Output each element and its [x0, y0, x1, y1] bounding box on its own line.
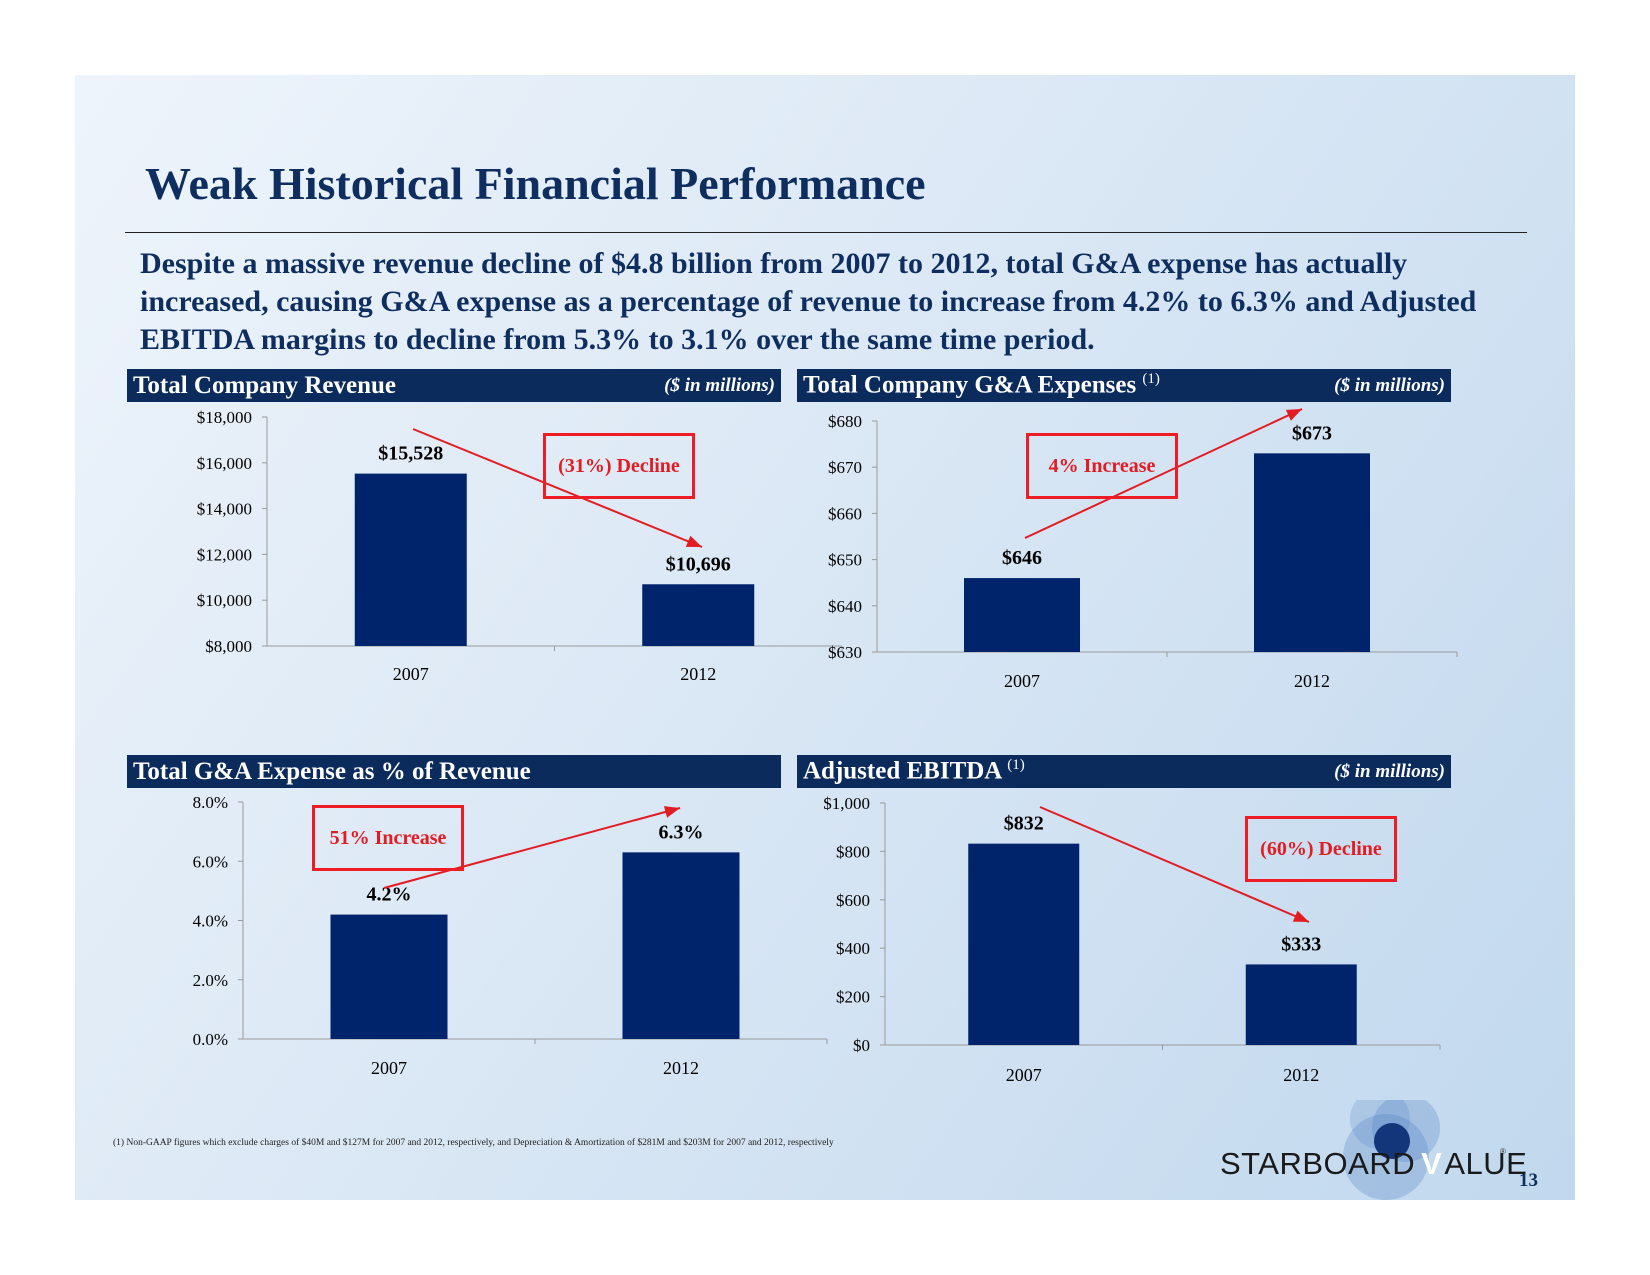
starboard-value-logo: STARBOARD VALUE ®: [1220, 1100, 1527, 1200]
bar-2007: [968, 843, 1080, 1045]
panel-header-revenue: Total Company Revenue ($ in millions): [127, 369, 781, 402]
trend-arrowhead-icon: [685, 535, 702, 547]
data-label: $646: [1002, 547, 1042, 569]
panel-title: Total Company Revenue: [133, 371, 396, 399]
trend-arrow: [412, 428, 703, 548]
slide-subtitle: Despite a massive revenue decline of $4.…: [140, 247, 1477, 356]
trend-arrowhead-icon: [1292, 910, 1309, 922]
panel-header-ebitda: Adjusted EBITDA (1) ($ in millions): [797, 755, 1451, 788]
x-tick-label: 2012: [1283, 1065, 1319, 1085]
x-tick-label: 2007: [393, 664, 429, 684]
x-tick-label: 2007: [1006, 1065, 1042, 1085]
data-label: $15,528: [378, 443, 443, 465]
y-tick-label: $1,000: [823, 794, 870, 813]
y-tick-label: 0.0%: [193, 1030, 228, 1049]
y-tick-label: 4.0%: [193, 912, 228, 931]
footnote: (1) Non-GAAP figures which exclude charg…: [113, 1138, 834, 1148]
logo-v: V: [1421, 1146, 1443, 1181]
annotation-ebitda-decline: (60%) Decline: [1245, 816, 1397, 882]
chart-ga-expenses: $630 $640 $650 $660 $670 $680 $646 2007 $673 2012: [828, 408, 1458, 691]
y-tick-label: $630: [828, 643, 862, 662]
y-tick-label: $12,000: [197, 545, 252, 564]
bar-2007: [330, 914, 448, 1039]
annotation-ga-percent-increase: 51% Increase: [312, 805, 464, 871]
chart-ga-percent: 0.0% 2.0% 4.0% 6.0% 8.0% 4.2% 2007 6.3% 2012: [193, 793, 828, 1078]
x-tick-label: 2012: [1294, 671, 1330, 691]
logo-circles-icon: [1343, 1100, 1440, 1200]
x-tick-label: 2007: [371, 1058, 407, 1078]
data-label: $333: [1281, 933, 1321, 955]
y-tick-label: $8,000: [205, 637, 252, 656]
y-tick-label: $200: [836, 988, 870, 1007]
chart-adjusted-ebitda: $0 $200 $400 $600 $800 $1,000 $832 2007 $333 2012: [823, 794, 1441, 1085]
y-tick-label: $400: [836, 939, 870, 958]
chart-revenue: $8,000 $10,000 $12,000 $14,000 $16,000 $18,00…: [197, 408, 843, 684]
y-tick-label: $800: [836, 842, 870, 861]
y-tick-label: $640: [828, 597, 862, 616]
y-tick-label: 2.0%: [193, 971, 228, 990]
footnote-marker: (1): [1007, 757, 1025, 774]
footnote-marker: (1): [1142, 371, 1160, 388]
bar-2007: [964, 578, 1080, 652]
y-tick-label: $650: [828, 551, 862, 570]
panel-units: ($ in millions): [664, 374, 775, 396]
y-tick-label: $18,000: [197, 408, 252, 427]
y-tick-label: $600: [836, 891, 870, 910]
trend-arrowhead-icon: [663, 806, 680, 818]
bar-2012: [1245, 964, 1357, 1045]
annotation-revenue-decline: (31%) Decline: [543, 433, 695, 499]
trend-arrowhead-icon: [1285, 409, 1302, 421]
y-tick-label: $670: [828, 458, 862, 477]
registered-mark: ®: [1500, 1147, 1506, 1156]
panel-title: Total Company G&A Expenses (1): [803, 371, 1160, 399]
x-tick-label: 2012: [680, 664, 716, 684]
y-tick-label: 6.0%: [193, 852, 228, 871]
y-tick-label: 8.0%: [193, 793, 228, 812]
data-label: $10,696: [666, 553, 731, 575]
slide: Weak Historical Financial Performance De…: [75, 75, 1575, 1200]
panel-header-ga-expenses: Total Company G&A Expenses (1) ($ in mil…: [797, 369, 1451, 402]
y-tick-label: $14,000: [197, 500, 252, 519]
data-label: 4.2%: [367, 884, 412, 906]
y-tick-label: $10,000: [197, 591, 252, 610]
y-tick-label: $660: [828, 504, 862, 523]
annotation-ga-increase: 4% Increase: [1026, 433, 1178, 499]
panel-title: Adjusted EBITDA (1): [803, 757, 1025, 785]
data-label: $673: [1292, 422, 1332, 444]
panel-units: ($ in millions): [1334, 374, 1445, 396]
trend-arrow: [383, 807, 681, 889]
title-divider: [125, 232, 1527, 233]
page-title: Weak Historical Financial Performance: [145, 158, 926, 209]
panel-units: ($ in millions): [1334, 760, 1445, 782]
data-label: $832: [1004, 813, 1044, 835]
bar-2007: [354, 473, 467, 646]
y-tick-label: $0: [853, 1036, 870, 1055]
panel-header-ga-percent: Total G&A Expense as % of Revenue: [127, 755, 781, 788]
y-tick-label: $680: [828, 412, 862, 431]
page-number: 13: [1519, 1170, 1538, 1191]
y-tick-label: $16,000: [197, 454, 252, 473]
bar-2012: [642, 584, 755, 646]
panel-title: Total G&A Expense as % of Revenue: [133, 757, 531, 785]
bar-2012: [622, 852, 740, 1039]
trend-arrow: [1039, 806, 1310, 923]
bar-2012: [1254, 453, 1370, 652]
x-tick-label: 2007: [1004, 671, 1040, 691]
data-label: 6.3%: [659, 821, 704, 843]
logo-wordmark: STARBOARD VALUE: [1220, 1146, 1528, 1181]
x-tick-label: 2012: [663, 1058, 699, 1078]
trend-arrow: [1024, 408, 1303, 539]
